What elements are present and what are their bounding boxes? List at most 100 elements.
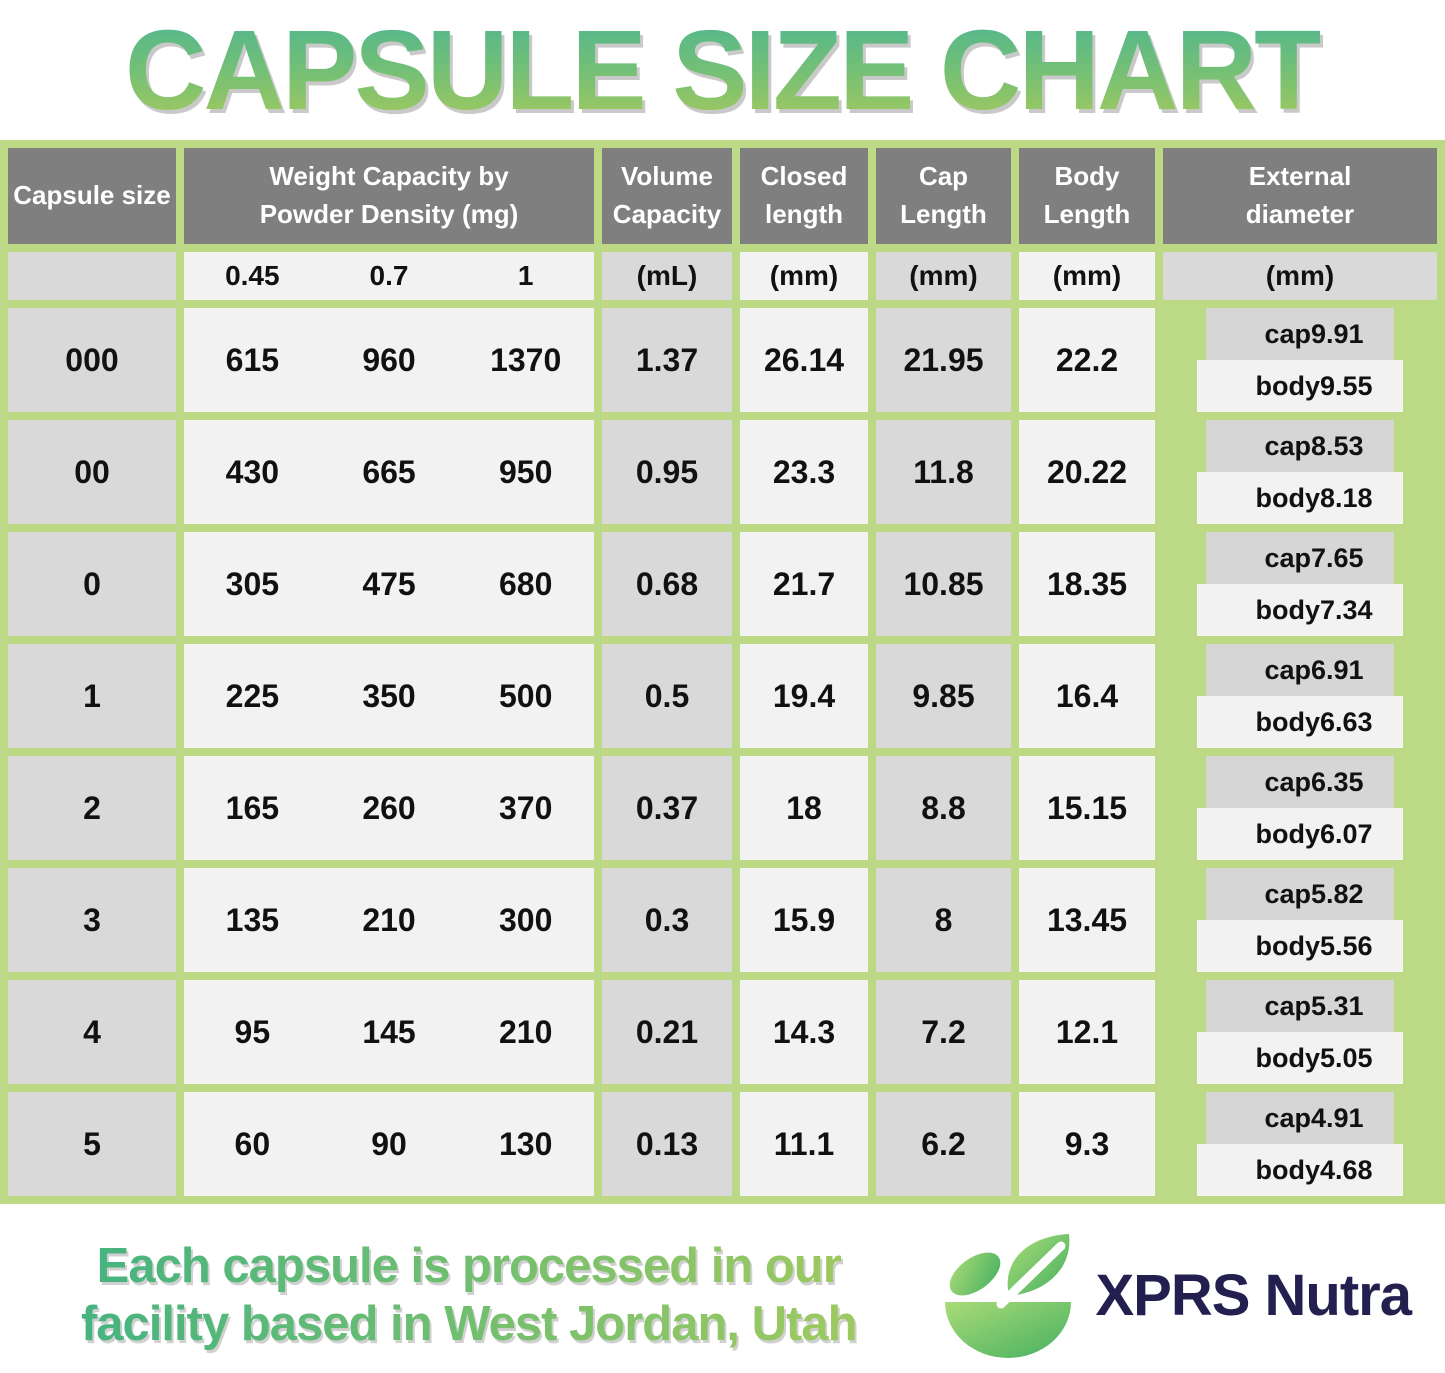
external-body-value: 8.18 xyxy=(1319,482,1373,513)
external-cap-label: cap xyxy=(1264,766,1311,797)
external-cap-label: cap xyxy=(1264,990,1311,1021)
body-length-cell: 16.4 xyxy=(1019,644,1155,748)
external-body-row: body 7.34 xyxy=(1197,584,1403,636)
tagline-line-2: facility based in West Jordan, Utah xyxy=(80,1296,857,1351)
weight-value: 130 xyxy=(498,1125,553,1162)
external-diameter-cell: cap 6.35 body 6.07 xyxy=(1163,756,1437,860)
closed-length-cell: 26.14 xyxy=(740,308,868,412)
weight-value: 225 xyxy=(225,677,280,714)
weight-value: 210 xyxy=(498,1013,553,1050)
density-value: 0.45 xyxy=(225,260,280,291)
units-volume-cell: (mL) xyxy=(602,252,732,300)
external-body-label: body xyxy=(1255,1154,1320,1185)
weight-value: 90 xyxy=(371,1125,407,1162)
cap-length-cell: 10.85 xyxy=(876,532,1011,636)
table-row: 00 430 665 950 0.95 23.3 11.8 20.22 cap … xyxy=(8,420,1437,524)
weight-capacity-cell: 615 960 1370 xyxy=(184,308,594,412)
external-cap-value: 7.65 xyxy=(1310,542,1364,573)
external-body-row: body 6.07 xyxy=(1197,808,1403,860)
weight-value: 145 xyxy=(362,1013,416,1050)
weight-value: 475 xyxy=(362,565,416,602)
weight-value: 950 xyxy=(498,453,553,490)
units-closed-cell: (mm) xyxy=(740,252,868,300)
weight-value: 60 xyxy=(234,1125,271,1162)
capsule-size-cell: 0 xyxy=(8,532,176,636)
cap-length-cell: 21.95 xyxy=(876,308,1011,412)
external-cap-value: 5.82 xyxy=(1310,878,1364,909)
capsule-size-cell: 5 xyxy=(8,1092,176,1196)
external-body-value: 6.07 xyxy=(1319,818,1373,849)
cap-length-cell: 9.85 xyxy=(876,644,1011,748)
external-body-label: body xyxy=(1255,818,1320,849)
body-length-cell: 13.45 xyxy=(1019,868,1155,972)
capsule-size-cell: 1 xyxy=(8,644,176,748)
volume-capacity-cell: 0.21 xyxy=(602,980,732,1084)
density-value: 1 xyxy=(517,260,534,291)
external-cap-row: cap 7.65 xyxy=(1206,532,1394,584)
weight-capacity-cell: 60 90 130 xyxy=(184,1092,594,1196)
volume-capacity-cell: 1.37 xyxy=(602,308,732,412)
weight-value: 615 xyxy=(225,341,280,378)
external-cap-label: cap xyxy=(1264,430,1311,461)
weight-value: 350 xyxy=(362,677,416,714)
weight-capacity-cell: 430 665 950 xyxy=(184,420,594,524)
capsule-size-table: Capsule size Weight Capacity by Powder D… xyxy=(0,140,1445,1204)
external-cap-row: cap 8.53 xyxy=(1206,420,1394,472)
weight-capacity-cell: 135 210 300 xyxy=(184,868,594,972)
external-cap-value: 9.91 xyxy=(1310,318,1364,349)
external-cap-row: cap 4.91 xyxy=(1206,1092,1394,1144)
table-row: 0 305 475 680 0.68 21.7 10.85 18.35 cap … xyxy=(8,532,1437,636)
closed-length-cell: 23.3 xyxy=(740,420,868,524)
header-closed-length: Closed length xyxy=(740,148,868,244)
closed-length-cell: 11.1 xyxy=(740,1092,868,1196)
capsule-size-cell: 00 xyxy=(8,420,176,524)
table-header-row: Capsule size Weight Capacity by Powder D… xyxy=(8,148,1437,244)
weight-capacity-cell: 305 475 680 xyxy=(184,532,594,636)
plant-bowl-icon xyxy=(945,1233,1072,1358)
table-row: 2 165 260 370 0.37 18 8.8 15.15 cap 6.35… xyxy=(8,756,1437,860)
external-diameter-cell: cap 5.31 body 5.05 xyxy=(1163,980,1437,1084)
external-body-value: 4.68 xyxy=(1319,1154,1373,1185)
cap-length-cell: 8 xyxy=(876,868,1011,972)
external-body-label: body xyxy=(1255,1042,1320,1073)
table-units-row: 0.45 0.7 1 (mL) (mm) (mm) (mm) (mm) xyxy=(8,252,1437,300)
cap-length-cell: 11.8 xyxy=(876,420,1011,524)
units-external-cell: (mm) xyxy=(1163,252,1437,300)
capsule-size-cell: 2 xyxy=(8,756,176,860)
external-cap-row: cap 5.31 xyxy=(1206,980,1394,1032)
weight-value: 430 xyxy=(225,453,280,490)
external-body-row: body 4.68 xyxy=(1197,1144,1403,1196)
header-cap-length: Cap Length xyxy=(876,148,1011,244)
external-body-value: 6.63 xyxy=(1319,706,1373,737)
external-cap-label: cap xyxy=(1264,1102,1311,1133)
external-cap-row: cap 6.91 xyxy=(1206,644,1394,696)
weight-capacity-cell: 225 350 500 xyxy=(184,644,594,748)
closed-length-cell: 21.7 xyxy=(740,532,868,636)
body-length-cell: 22.2 xyxy=(1019,308,1155,412)
capsule-size-cell: 4 xyxy=(8,980,176,1084)
external-body-row: body 8.18 xyxy=(1197,472,1403,524)
weight-value: 680 xyxy=(498,565,553,602)
table-row: 4 95 145 210 0.21 14.3 7.2 12.1 cap 5.31… xyxy=(8,980,1437,1084)
weight-value: 260 xyxy=(362,789,416,826)
weight-value: 165 xyxy=(225,789,280,826)
external-cap-label: cap xyxy=(1264,542,1311,573)
header-weight-capacity: Weight Capacity by Powder Density (mg) xyxy=(184,148,594,244)
table-row: 5 60 90 130 0.13 11.1 6.2 9.3 cap 4.91 b… xyxy=(8,1092,1437,1196)
weight-value: 210 xyxy=(362,901,416,938)
external-cap-row: cap 9.91 xyxy=(1206,308,1394,360)
tagline-line-1: Each capsule is processed in our xyxy=(96,1238,841,1293)
table-row: 3 135 210 300 0.3 15.9 8 13.45 cap 5.82 … xyxy=(8,868,1437,972)
volume-capacity-cell: 0.37 xyxy=(602,756,732,860)
external-body-value: 5.56 xyxy=(1319,930,1373,961)
external-body-row: body 5.05 xyxy=(1197,1032,1403,1084)
weight-value: 500 xyxy=(498,677,553,714)
external-cap-value: 6.35 xyxy=(1310,766,1364,797)
closed-length-cell: 15.9 xyxy=(740,868,868,972)
cap-length-cell: 6.2 xyxy=(876,1092,1011,1196)
header-volume-capacity: Volume Capacity xyxy=(602,148,732,244)
units-body-cell: (mm) xyxy=(1019,252,1155,300)
volume-capacity-cell: 0.68 xyxy=(602,532,732,636)
capsule-size-cell: 3 xyxy=(8,868,176,972)
weight-value: 305 xyxy=(225,565,280,602)
